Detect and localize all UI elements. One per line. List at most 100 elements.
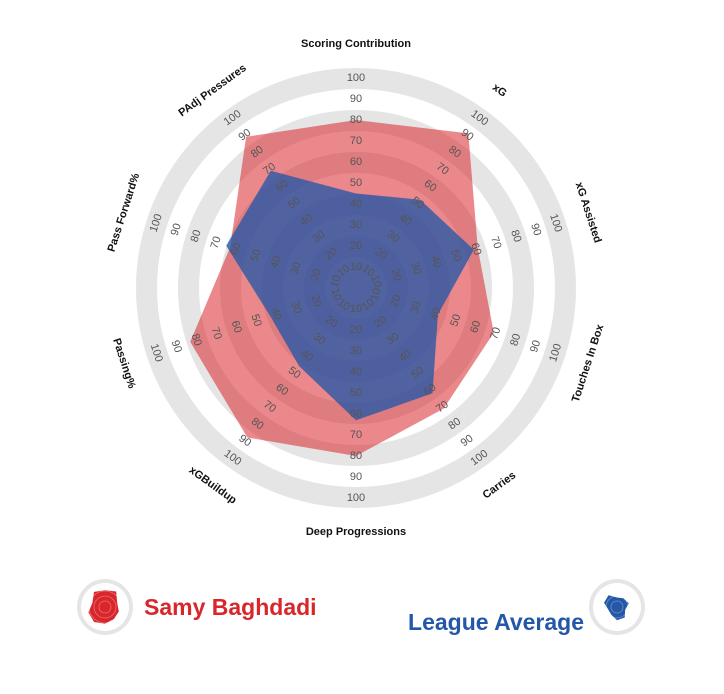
tick-label: 60: [229, 241, 244, 256]
tick-label: 90: [236, 432, 253, 449]
tick-label: 80: [189, 332, 204, 347]
tick-label: 50: [350, 177, 362, 189]
tick-label: 70: [488, 235, 503, 250]
tick-label: 60: [350, 156, 362, 168]
axis-label: xG: [490, 81, 509, 99]
tick-label: 60: [422, 381, 439, 398]
tick-label: 70: [350, 135, 362, 147]
icon-area: [88, 590, 119, 624]
tick-label: 10: [360, 297, 377, 314]
tick-label: 40: [397, 348, 414, 365]
icon-grid: [98, 600, 112, 614]
league-radar-icon: [589, 579, 645, 635]
tick-label: 40: [350, 366, 362, 378]
tick-label: 90: [236, 127, 253, 144]
legend-player: Samy Baghdadi: [76, 578, 317, 636]
tick-label: 10: [350, 303, 362, 315]
tick-label: 10: [328, 287, 343, 302]
tick-label: 30: [408, 261, 423, 276]
tick-label: 70: [434, 398, 451, 415]
tick-label: 50: [286, 195, 303, 212]
tick-label: 50: [448, 313, 463, 328]
tick-label: 60: [350, 408, 362, 420]
tick-label: 90: [169, 339, 184, 354]
tick-label: 40: [397, 212, 414, 229]
tick-label: 90: [459, 432, 476, 449]
tick-label: 80: [189, 228, 204, 243]
tick-label: 60: [229, 319, 244, 334]
tick-label: 30: [289, 300, 304, 315]
tick-label: 30: [350, 219, 362, 231]
tick-label: 30: [385, 331, 402, 348]
axis-label: xG Assisted: [573, 181, 604, 245]
tick-label: 40: [428, 254, 443, 269]
tick-label: 70: [488, 326, 503, 341]
tick-label: 50: [249, 248, 264, 263]
tick-label: 50: [249, 313, 264, 328]
tick-label: 40: [350, 198, 362, 210]
tick-label: 10: [328, 274, 343, 289]
tick-label: 30: [289, 261, 304, 276]
tick-label: 60: [273, 178, 290, 195]
axis-label: Touches In Box: [570, 322, 607, 404]
tick-label: 70: [261, 161, 278, 178]
tick-label: 60: [468, 241, 483, 256]
icon-grid: [605, 595, 629, 619]
tick-label: 20: [388, 293, 403, 308]
tick-label: 90: [169, 222, 184, 237]
axis-label: Carries: [481, 469, 519, 501]
tick-label: 30: [311, 229, 328, 246]
tick-label: 100: [347, 492, 365, 504]
tick-label: 50: [409, 195, 426, 212]
tick-label: 10: [335, 297, 352, 314]
tick-label: 20: [323, 314, 340, 331]
legend-league-label: League Average: [408, 608, 584, 635]
tick-label: 20: [372, 246, 389, 263]
tick-label: 60: [468, 319, 483, 334]
tick-label: 30: [311, 331, 328, 348]
tick-label: 100: [148, 213, 165, 234]
player-radar-icon: [77, 579, 133, 635]
tick-label: 40: [428, 306, 443, 321]
icon-grid: [93, 595, 117, 619]
series-area-league: [226, 170, 474, 421]
axis-label: Scoring Contribution: [301, 38, 411, 50]
tick-label: 50: [350, 387, 362, 399]
tick-label: 80: [508, 228, 523, 243]
tick-label: 60: [273, 381, 290, 398]
tick-label: 20: [388, 267, 403, 282]
tick-label: 70: [209, 326, 224, 341]
tick-label: 30: [408, 300, 423, 315]
tick-label: 80: [249, 415, 266, 432]
tick-label: 90: [459, 127, 476, 144]
tick-label: 90: [350, 93, 362, 105]
tick-label: 50: [286, 364, 303, 381]
tick-label: 80: [350, 450, 362, 462]
tick-label: 60: [422, 178, 439, 195]
tick-label: 10: [335, 263, 352, 280]
tick-label: 70: [434, 161, 451, 178]
axis-label: Pass Forward%: [106, 172, 143, 254]
tick-label: 90: [528, 339, 543, 354]
tick-label: 40: [298, 212, 315, 229]
tick-label: 30: [385, 229, 402, 246]
axis-label: Deep Progressions: [306, 526, 406, 538]
tick-label: 20: [323, 246, 340, 263]
tick-label: 40: [298, 348, 315, 365]
tick-label: 90: [528, 222, 543, 237]
tick-label: 80: [350, 114, 362, 126]
tick-label: 70: [209, 235, 224, 250]
tick-label: 100: [547, 213, 564, 234]
tick-label: 20: [350, 240, 362, 252]
tick-label: 100: [547, 342, 564, 363]
tick-label: 10: [360, 263, 377, 280]
tick-label: 100: [148, 342, 165, 363]
tick-label: 70: [261, 398, 278, 415]
legend-player-label: Samy Baghdadi: [144, 593, 317, 620]
legend-league: League Average: [408, 578, 646, 636]
icon-grid: [600, 590, 634, 624]
tick-label: 10: [368, 274, 383, 289]
tick-label: 20: [309, 293, 324, 308]
icon-area: [604, 595, 629, 621]
